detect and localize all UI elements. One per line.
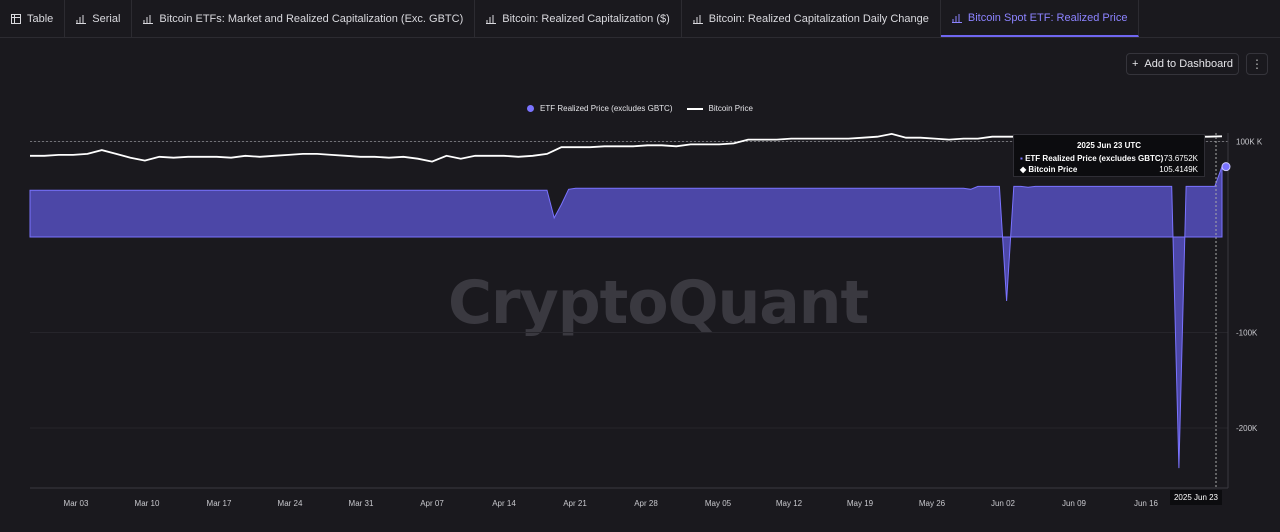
y-tick-label: 100K K	[1236, 138, 1263, 147]
x-tick-label: Mar 24	[278, 499, 303, 508]
tooltip-row-btc: ◆ Bitcoin Price 105.4149K	[1020, 165, 1198, 174]
y-tick-label: -200K	[1236, 424, 1258, 433]
x-tick-label: Mar 17	[207, 499, 232, 508]
tab-5[interactable]: Bitcoin Spot ETF: Realized Price	[940, 0, 1140, 37]
tab-2[interactable]: Bitcoin ETFs: Market and Realized Capita…	[132, 0, 476, 37]
tab-label: Table	[27, 12, 54, 25]
x-tick-label: Mar 31	[349, 499, 374, 508]
tab-label: Bitcoin: Realized Capitalization Daily C…	[708, 12, 929, 25]
chart-legend: ETF Realized Price (excludes GBTC) Bitco…	[0, 104, 1280, 113]
watermark: CryptoQuant	[448, 268, 869, 338]
bar-chart-icon	[486, 14, 497, 24]
tab-1[interactable]: Serial	[65, 0, 133, 37]
chart-tooltip: 2025 Jun 23 UTC ▪ ETF Realized Price (ex…	[1013, 134, 1205, 177]
x-tick-label: May 26	[919, 499, 946, 508]
tooltip-label-etf: ETF Realized Price (excludes GBTC)	[1025, 154, 1164, 163]
add-to-dashboard-button[interactable]: + Add to Dashboard	[1126, 53, 1239, 75]
bar-chart-icon	[951, 13, 962, 23]
tooltip-value-etf: 73.6752K	[1163, 154, 1198, 163]
etf-end-point	[1221, 162, 1231, 172]
bar-chart-icon	[143, 14, 154, 24]
tab-label: Serial	[92, 12, 121, 25]
x-tick-label: Apr 07	[420, 499, 444, 508]
tab-label: Bitcoin ETFs: Market and Realized Capita…	[159, 12, 464, 25]
tab-0[interactable]: Table	[0, 0, 66, 37]
bar-chart-icon	[692, 14, 703, 24]
x-tick-label: Jun 02	[991, 499, 1016, 508]
tab-label: Bitcoin Spot ETF: Realized Price	[967, 11, 1128, 24]
legend-item-etf[interactable]: ETF Realized Price (excludes GBTC)	[527, 104, 673, 113]
x-tick-label: Apr 28	[634, 499, 658, 508]
table-icon	[11, 13, 21, 24]
legend-label-btc: Bitcoin Price	[708, 104, 753, 113]
x-tick-label: Apr 21	[563, 499, 587, 508]
bar-chart-icon	[76, 14, 87, 24]
tab-label: Bitcoin: Realized Capitalization ($)	[502, 12, 670, 25]
tooltip-value-btc: 105.4149K	[1159, 165, 1198, 174]
tab-3[interactable]: Bitcoin: Realized Capitalization ($)	[475, 0, 682, 37]
legend-label-etf: ETF Realized Price (excludes GBTC)	[540, 104, 673, 113]
plus-icon: +	[1131, 58, 1139, 70]
x-tick-label: May 19	[847, 499, 874, 508]
x-tick-label: Jun 16	[1134, 499, 1159, 508]
x-tick-label: Jun 09	[1062, 499, 1087, 508]
x-tick-label: Apr 14	[492, 499, 516, 508]
tooltip-row-etf: ▪ ETF Realized Price (excludes GBTC) 73.…	[1020, 154, 1198, 163]
add-to-dashboard-label: Add to Dashboard	[1144, 58, 1234, 70]
legend-dot-icon	[527, 105, 535, 112]
tooltip-title: 2025 Jun 23 UTC	[1076, 141, 1142, 150]
etf-area-series	[29, 166, 1223, 469]
tooltip-label-btc: Bitcoin Price	[1028, 165, 1078, 174]
x-tick-label: Mar 03	[64, 499, 89, 508]
kebab-icon: ⋮	[1251, 57, 1263, 71]
legend-line-icon	[686, 107, 703, 110]
more-options-button[interactable]: ⋮	[1246, 53, 1268, 75]
crosshair-date-label: 2025 Jun 23	[1174, 493, 1219, 502]
tab-4[interactable]: Bitcoin: Realized Capitalization Daily C…	[682, 0, 941, 37]
legend-item-btc[interactable]: Bitcoin Price	[686, 104, 753, 113]
y-tick-label: -100K	[1236, 329, 1258, 338]
x-tick-label: May 05	[705, 499, 732, 508]
crosshair-date-box	[1170, 490, 1222, 505]
x-tick-label: May 12	[776, 499, 803, 508]
tab-bar: Table Serial Bitcoin ETFs: Market and Real…	[0, 0, 1280, 38]
x-tick-label: Mar 10	[135, 499, 160, 508]
